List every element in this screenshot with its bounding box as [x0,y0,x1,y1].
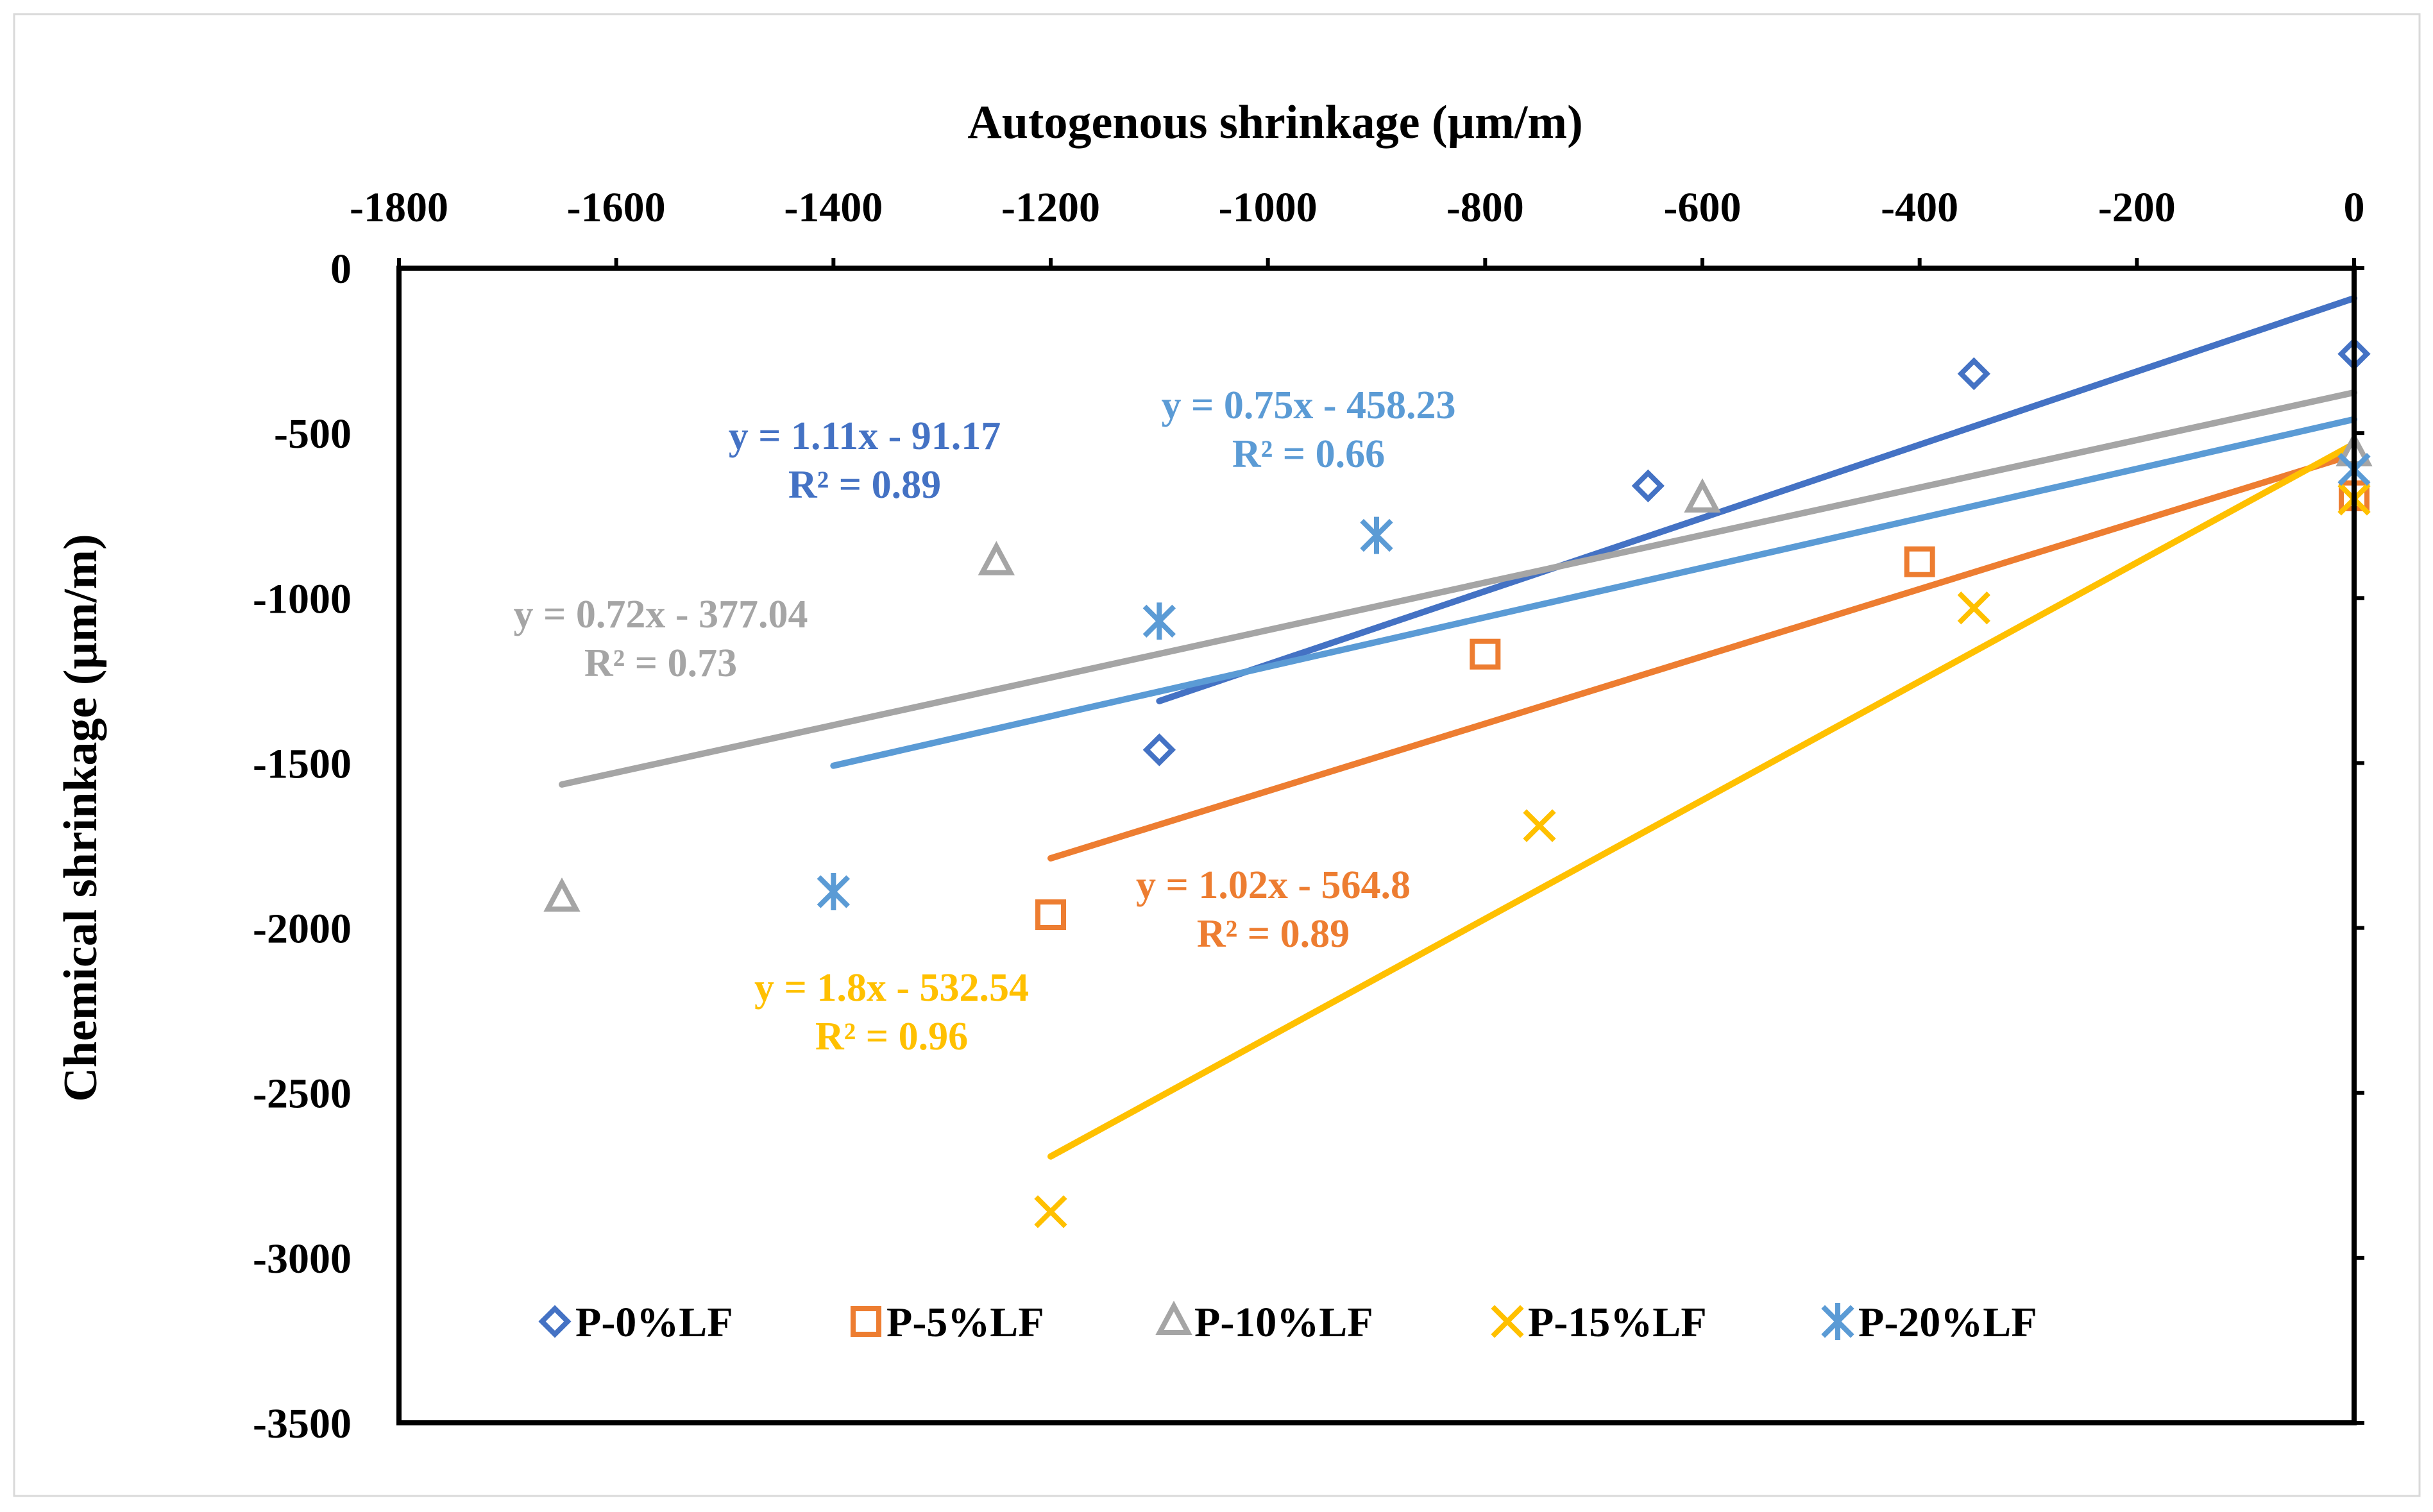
legend-label-3: P-15%LF [1528,1299,1707,1346]
x-tick-label: -1800 [350,184,448,231]
tick-labels: -1800 -1600 -1400 -1200 -1000 -800 -600 -400 -20… [253,184,2364,1447]
x-tick-label: -600 [1664,184,1742,231]
legend: P-0%LF P-5%LF P-10%LF P-15%LF P-20%LF [538,1299,2037,1346]
trendline-series-1 [1047,451,2357,862]
figure-border [13,13,2421,1497]
data-point-series-0-2 [1957,357,1990,391]
data-point-series-3-0 [1034,1195,1067,1228]
x-tick-label: -800 [1446,184,1524,231]
data-point-series-4-0-shape [817,873,850,910]
trendline-equations: y = 1.11x - 91.17 R² = 0.89 y = 1.02x - 56… [514,384,1456,1058]
y-tick-label: -1000 [253,575,352,622]
trendline-series-4 [830,416,2357,769]
data-point-series-2-0-shape [543,877,581,912]
trendline-r2-0: R² = 0.89 [788,463,941,507]
y-tick-label: -3000 [253,1236,352,1282]
trendline-series-2 [559,389,2357,788]
data-point-series-3-2-shape [1957,591,1990,625]
y-tick-label: 0 [330,246,352,293]
data-point-series-0-2-shape [1957,357,1990,391]
legend-marker-2-shape [1155,1300,1192,1335]
data-point-series-1-2 [1904,546,1935,577]
x-axis-title: Autogenous shrinkage (µm/m) [967,96,1582,149]
data-point-series-2-1 [978,541,1015,575]
legend-marker-0-shape [538,1305,572,1338]
x-tick-label: -1200 [1001,184,1100,231]
trendline-series-3 [1047,440,2357,1160]
legend-marker-3-shape [1491,1305,1524,1338]
data-point-series-3-2 [1957,591,1990,625]
y-tick-label: -1500 [253,740,352,787]
trendlines [559,294,2357,1160]
x-tick-label: -1600 [567,184,666,231]
trendline-equation-2: y = 0.72x - 377.04 [514,593,808,636]
legend-label-4: P-20%LF [1858,1299,2037,1346]
legend-marker-4-shape [1821,1303,1854,1340]
data-point-series-3-1-shape [1523,809,1556,842]
data-point-series-0-1-shape [1631,469,1665,503]
data-point-series-1-2-shape [1904,546,1935,577]
x-tick-label: -400 [1881,184,1958,231]
legend-marker-1-shape [851,1306,881,1337]
data-point-series-4-1-shape [1142,602,1176,640]
data-point-series-2-2-shape [1684,478,1721,513]
y-tick-label: -3500 [253,1400,352,1447]
legend-marker-3 [1491,1305,1524,1338]
data-point-series-1-0-shape [1035,899,1066,930]
trendline-series-0 [1156,294,2357,704]
data-point-series-0-1 [1631,469,1665,503]
legend-marker-1 [851,1306,881,1337]
y-axis-title: Chemical shrinkage (µm/m) [55,534,107,1101]
x-tick-label: -200 [2098,184,2176,231]
data-point-series-4-0 [817,873,850,910]
legend-label-2: P-10%LF [1194,1299,1373,1346]
x-tick-label: 0 [2344,184,2365,231]
trendline-r2-4: R² = 0.66 [1232,432,1385,476]
legend-marker-2 [1155,1300,1192,1335]
data-point-series-0-0 [1142,733,1176,767]
data-point-series-1-0 [1035,899,1066,930]
legend-label-0: P-0%LF [575,1299,733,1346]
data-point-series-3-0-shape [1034,1195,1067,1228]
trendline-equation-3: y = 1.8x - 532.54 [754,966,1029,1010]
trendline-equation-4: y = 0.75x - 458.23 [1162,384,1456,427]
data-point-series-4-2-shape [1360,516,1393,554]
legend-marker-0 [538,1305,572,1338]
data-point-series-4-2 [1360,516,1393,554]
trendline-equation-0: y = 1.11x - 91.17 [729,414,1001,458]
legend-marker-4 [1821,1303,1854,1340]
data-point-series-1-1-shape [1470,638,1501,670]
trendline-r2-1: R² = 0.89 [1197,912,1350,956]
x-tick-label: -1000 [1219,184,1318,231]
data-point-series-2-0 [543,877,581,912]
y-tick-label: -2000 [253,906,352,953]
data-point-series-2-1-shape [978,541,1015,575]
data-point-series-0-0-shape [1142,733,1176,767]
data-point-series-4-1 [1142,602,1176,640]
trendline-r2-2: R² = 0.73 [584,641,737,685]
data-point-series-3-1 [1523,809,1556,842]
y-tick-label: -500 [274,411,352,457]
x-tick-label: -1400 [784,184,883,231]
y-tick-label: -2500 [253,1071,352,1117]
data-point-series-2-2 [1684,478,1721,513]
plot-area-frame [396,266,2357,1425]
data-point-series-1-1 [1470,638,1501,670]
trendline-r2-3: R² = 0.96 [815,1015,968,1058]
trendline-equation-1: y = 1.02x - 564.8 [1136,863,1411,907]
legend-label-1: P-5%LF [886,1299,1044,1346]
